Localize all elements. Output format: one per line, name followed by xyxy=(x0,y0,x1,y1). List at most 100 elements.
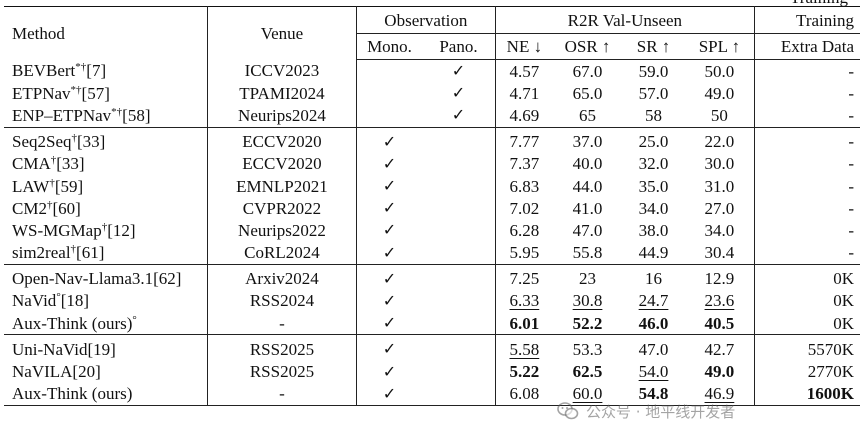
method-marker: *† xyxy=(111,105,123,118)
method-ref: [58] xyxy=(122,105,151,125)
value-extra: - xyxy=(848,61,854,81)
cell-sr: 46.0 xyxy=(622,312,685,336)
cell-pano xyxy=(422,174,496,198)
value-ne: 7.37 xyxy=(509,154,540,174)
cell-venue: RSS2024 xyxy=(207,289,357,313)
cell-sr: 35.0 xyxy=(622,175,685,197)
value-mono: ✓ xyxy=(382,153,397,173)
wechat-icon xyxy=(557,402,579,420)
cell-spl: 27.0 xyxy=(684,197,755,220)
cell-pano xyxy=(422,152,496,175)
value-venue: ECCV2020 xyxy=(242,154,322,174)
cell-extra: - xyxy=(754,82,860,104)
cell-method: NaVILA[20] xyxy=(4,360,209,383)
cell-spl: 50.0 xyxy=(684,59,755,83)
method-ref: [60] xyxy=(52,198,81,218)
value-venue: ECCV2020 xyxy=(242,132,322,152)
method-name: WS-MGMap xyxy=(12,220,102,240)
value-ne: 7.77 xyxy=(509,132,540,152)
method-name: NaVILA xyxy=(12,362,73,382)
cell-method: Seq2Seq†[33] xyxy=(4,127,209,153)
cell-sr: 38.0 xyxy=(622,219,685,241)
value-mono: ✓ xyxy=(382,290,397,310)
value-venue: Arxiv2024 xyxy=(245,269,319,289)
cell-pano: ✓ xyxy=(422,82,496,105)
table-row: BEVBert*†[7] ICCV2023 ✓ 4.57 67.0 59.0 50.0 - xyxy=(4,59,860,83)
cell-pano: ✓ xyxy=(422,59,496,83)
cell-method: ETPNav*†[57] xyxy=(4,82,209,105)
cell-osr: 53.3 xyxy=(553,335,622,361)
cell-ne: 6.08 xyxy=(495,382,553,406)
cell-venue: - xyxy=(207,382,357,406)
cell-venue: EMNLP2021 xyxy=(207,174,357,198)
cell-mono: ✓ xyxy=(356,335,422,361)
table-row: NaVid°[18] RSS2024 ✓ 6.33 30.8 24.7 23.6 0K xyxy=(4,289,860,313)
value-spl: 27.0 xyxy=(704,198,735,218)
cell-sr: 58 xyxy=(622,104,685,128)
value-sr: 44.9 xyxy=(638,243,669,263)
method-ref: [57] xyxy=(81,83,110,103)
method-name: CMA xyxy=(12,154,51,174)
cell-ne: 4.57 xyxy=(495,60,553,83)
cell-extra: - xyxy=(754,127,860,153)
cell-mono: ✓ xyxy=(356,241,423,265)
cell-mono: ✓ xyxy=(356,219,422,241)
cell-extra: - xyxy=(754,104,860,128)
value-extra: 1600K xyxy=(806,384,854,404)
method-name: NaVid xyxy=(12,291,57,311)
value-ne: 6.83 xyxy=(509,176,540,196)
cell-method: Aux-Think (ours) xyxy=(4,382,209,406)
watermark-text: 公众号 · 地平线开发者 xyxy=(586,402,736,421)
caption-fragment: Training xyxy=(790,0,848,8)
method-name: Seq2Seq xyxy=(12,132,72,152)
value-osr: 53.3 xyxy=(572,339,603,359)
value-mono: ✓ xyxy=(382,339,397,359)
method-name: sim2real xyxy=(12,243,71,263)
header-ne: NE ↓ xyxy=(495,33,553,60)
cell-osr: 44.0 xyxy=(553,175,622,197)
cell-extra: 0K xyxy=(754,264,860,290)
method-ref: [19] xyxy=(87,339,116,359)
cell-osr: 67.0 xyxy=(553,60,622,83)
value-sr: 54.8 xyxy=(638,384,669,404)
cell-method: WS-MGMap†[12] xyxy=(4,219,209,242)
cell-ne: 5.58 xyxy=(495,335,553,361)
method-name: Uni-NaVid xyxy=(12,339,88,359)
value-extra: - xyxy=(848,176,854,196)
method-marker: † xyxy=(49,176,55,189)
cell-method: CMA†[33] xyxy=(4,152,209,175)
value-spl: 50.0 xyxy=(704,61,735,81)
method-name: CM2 xyxy=(12,198,47,218)
method-ref: [59] xyxy=(54,176,84,196)
method-ref: [33] xyxy=(56,154,85,174)
cell-spl: 30.4 xyxy=(684,241,755,265)
value-extra: 0K xyxy=(833,269,854,289)
cell-mono: ✓ xyxy=(356,175,422,197)
value-sr: 25.0 xyxy=(638,132,669,152)
cell-venue: ECCV2020 xyxy=(207,127,357,153)
method-name: Aux-Think (ours) xyxy=(12,384,133,404)
header-observation: Observation xyxy=(356,6,496,34)
header-sr: SR ↑ xyxy=(622,33,685,60)
value-spl: 42.7 xyxy=(704,339,735,359)
value-ne: 5.58 xyxy=(509,339,540,359)
header-method: Method xyxy=(4,6,209,60)
method-marker: † xyxy=(101,220,108,233)
cell-extra: - xyxy=(754,219,860,241)
cell-method: BEVBert*†[7] xyxy=(4,59,209,83)
value-osr: 65 xyxy=(579,105,597,125)
cell-mono: ✓ xyxy=(356,290,422,312)
value-mono: ✓ xyxy=(382,198,397,218)
cell-spl: 50 xyxy=(684,104,755,128)
cell-ne: 7.02 xyxy=(495,197,553,219)
method-marker: † xyxy=(70,243,77,256)
value-ne: 6.28 xyxy=(509,220,540,240)
cell-pano xyxy=(422,334,496,361)
value-ne: 4.71 xyxy=(509,83,540,103)
value-extra: 0K xyxy=(833,291,854,311)
cell-mono: ✓ xyxy=(356,197,422,219)
cell-osr: 62.5 xyxy=(553,360,622,382)
value-venue: CVPR2022 xyxy=(242,198,322,218)
results-body: BEVBert*†[7] ICCV2023 ✓ 4.57 67.0 59.0 50.0- ET… xyxy=(4,59,860,406)
